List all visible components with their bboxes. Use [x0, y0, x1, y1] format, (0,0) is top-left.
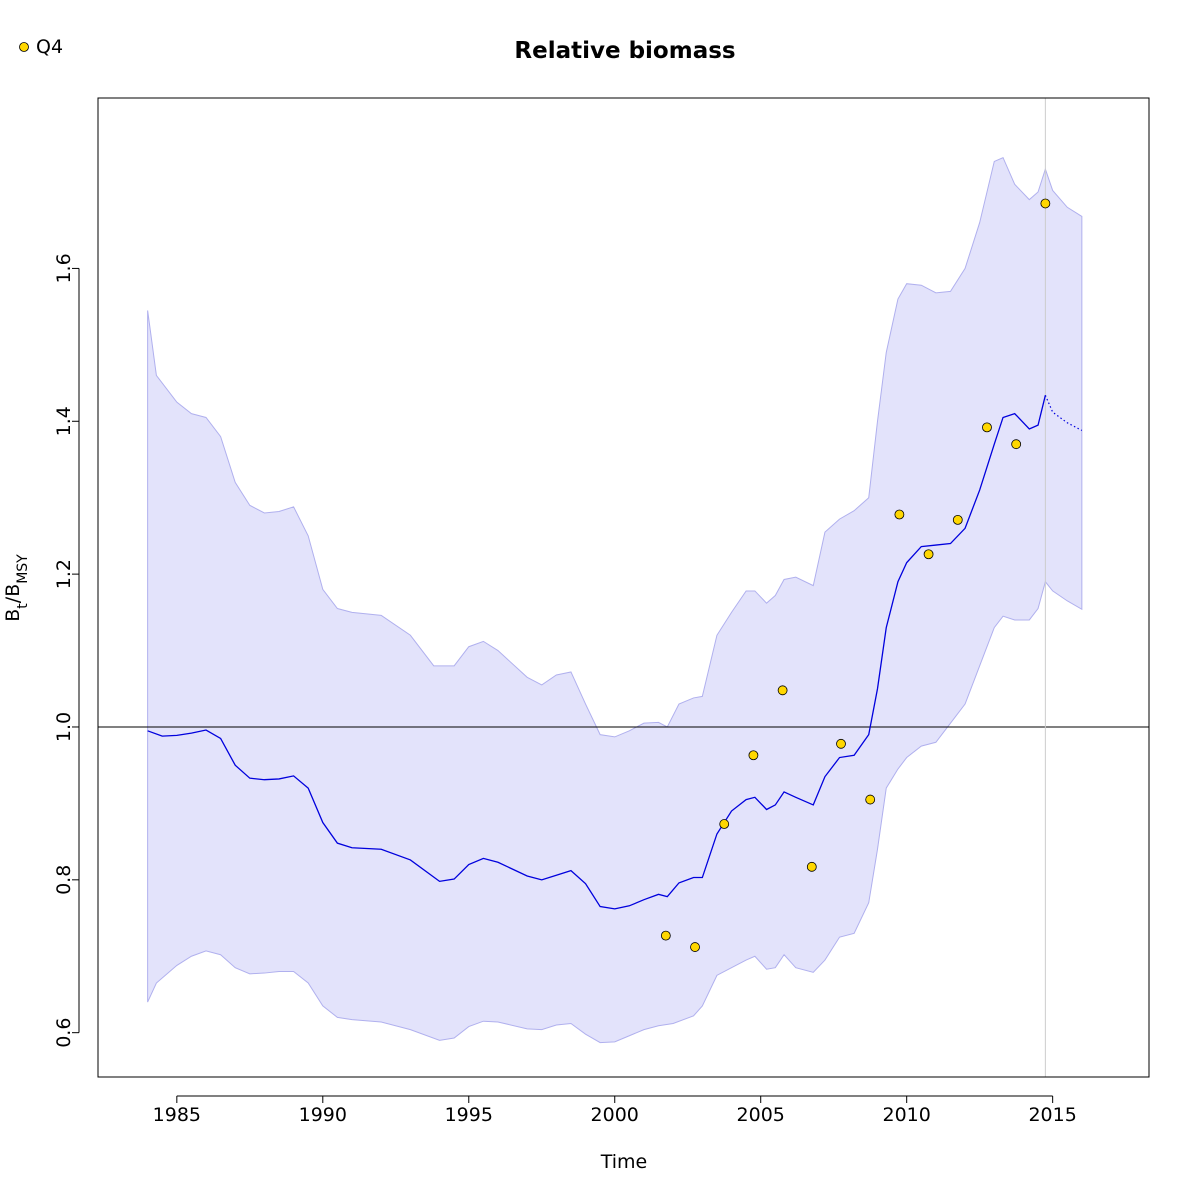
y-tick-label: 1.4 — [53, 406, 75, 436]
legend: Q4 — [19, 36, 63, 58]
data-point-q4 — [748, 750, 759, 761]
x-tick-label: 2015 — [1028, 1104, 1076, 1126]
y-tick-label: 1.0 — [53, 712, 75, 742]
x-tick-label: 2000 — [591, 1104, 639, 1126]
legend-label-q4: Q4 — [36, 36, 63, 58]
x-tick-label: 1985 — [153, 1104, 201, 1126]
x-tick-label: 2010 — [883, 1104, 931, 1126]
data-point-q4 — [719, 819, 730, 829]
data-point-q4 — [923, 549, 934, 560]
y-axis-label-main: B — [2, 609, 24, 622]
y-tick-label: 1.2 — [53, 559, 75, 589]
legend-marker-q4 — [19, 42, 29, 52]
data-point-q4 — [982, 422, 992, 433]
x-tick-label: 1995 — [445, 1104, 493, 1126]
median-line — [147, 395, 1046, 910]
y-axis-label: Bt/BMSY — [2, 554, 31, 622]
data-point-q4 — [660, 930, 671, 941]
projection-line — [1044, 395, 1083, 431]
data-point-q4 — [952, 514, 963, 525]
y-tick-label: 0.8 — [53, 865, 75, 895]
plot-frame — [97, 97, 1150, 1078]
x-tick-label: 1990 — [299, 1104, 347, 1126]
y-tick-label: 1.6 — [53, 253, 75, 283]
y-axis-label-sub2: MSY — [15, 554, 31, 584]
chart-title: Relative biomass — [514, 38, 735, 64]
x-axis: 1985 1990 1995 2000 2005 2010 2015 — [153, 1095, 1077, 1126]
data-point-q4 — [1011, 439, 1022, 450]
confidence-band — [147, 156, 1083, 1044]
y-tick-label: 0.6 — [53, 1018, 75, 1048]
data-point-q4 — [865, 794, 876, 805]
data-point-q4 — [1040, 198, 1051, 209]
y-axis-label-sep: /B — [2, 584, 24, 603]
data-point-q4 — [690, 942, 700, 952]
y-axis-label-sub1: t — [15, 603, 31, 609]
data-point-q4 — [894, 509, 905, 520]
y-axis: 0.6 0.8 1.0 1.2 1.4 1.6 — [53, 253, 80, 1048]
plot-area — [98, 98, 1149, 1077]
data-point-q4 — [777, 685, 788, 696]
data-point-q4 — [806, 861, 817, 872]
data-point-q4 — [836, 738, 846, 749]
x-axis-label: Time — [600, 1151, 648, 1173]
x-tick-label: 2005 — [737, 1104, 785, 1126]
